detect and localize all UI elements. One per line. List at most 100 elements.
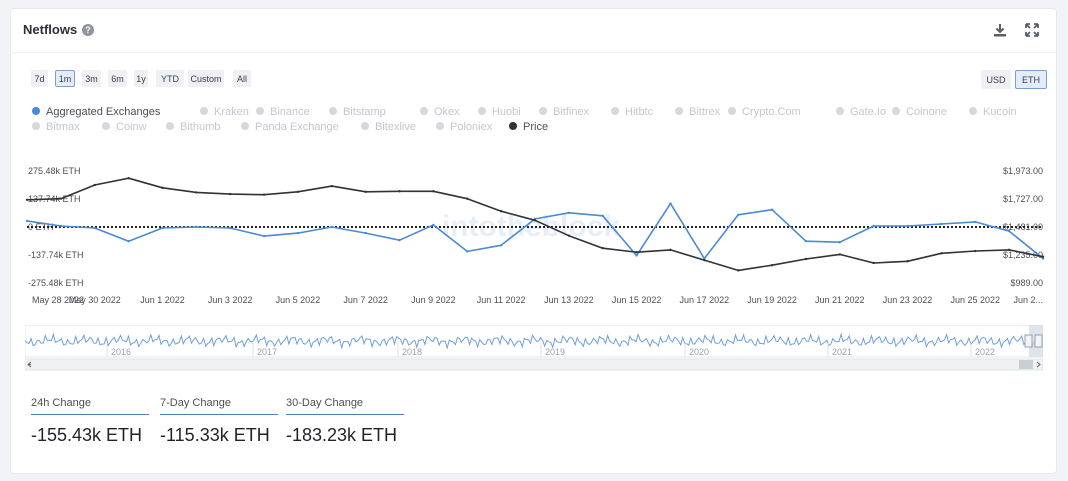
data-point-aggregated-exchanges[interactable] xyxy=(669,202,672,205)
help-icon[interactable]: ? xyxy=(82,24,94,36)
data-point-aggregated-exchanges[interactable] xyxy=(635,254,638,257)
legend-item-panda-exchange[interactable]: Panda Exchange xyxy=(241,121,339,133)
legend-item-coinone[interactable]: Coinone xyxy=(892,106,947,118)
data-point-aggregated-exchanges[interactable] xyxy=(195,225,198,229)
currency-usd-button[interactable]: USD xyxy=(981,70,1011,89)
data-point-aggregated-exchanges[interactable] xyxy=(364,231,367,235)
data-point-price[interactable] xyxy=(703,258,706,262)
data-point-aggregated-exchanges[interactable] xyxy=(872,224,875,228)
legend-item-bitfinex[interactable]: Bitfinex xyxy=(539,106,589,118)
data-point-aggregated-exchanges[interactable] xyxy=(601,214,604,218)
timeframe-all-button[interactable]: All xyxy=(233,70,251,87)
legend-item-bitexlive[interactable]: Bitexlive xyxy=(361,121,416,133)
timeframe-7d-button[interactable]: 7d xyxy=(31,70,48,87)
data-point-price[interactable] xyxy=(770,264,774,267)
data-point-price[interactable] xyxy=(533,219,537,222)
data-point-price[interactable] xyxy=(804,257,808,261)
data-point-aggregated-exchanges[interactable] xyxy=(229,226,232,230)
legend-item-poloniex[interactable]: Poloniex xyxy=(436,121,492,133)
data-point-price[interactable] xyxy=(364,190,367,194)
data-point-aggregated-exchanges[interactable] xyxy=(499,244,503,247)
legend-item-price[interactable]: Price xyxy=(509,121,548,133)
data-point-aggregated-exchanges[interactable] xyxy=(906,224,909,228)
data-point-aggregated-exchanges[interactable] xyxy=(330,225,333,229)
data-point-price[interactable] xyxy=(906,260,909,263)
data-point-price[interactable] xyxy=(872,261,875,265)
timeframe-6m-button[interactable]: 6m xyxy=(108,70,127,87)
data-point-price[interactable] xyxy=(499,209,503,213)
data-point-aggregated-exchanges[interactable] xyxy=(59,224,63,228)
data-point-aggregated-exchanges[interactable] xyxy=(127,240,130,243)
navigator-scrollbar[interactable] xyxy=(25,358,1043,371)
legend-item-kucoin[interactable]: Kucoin xyxy=(969,106,1017,118)
data-point-price[interactable] xyxy=(635,250,638,254)
legend-item-hitbtc[interactable]: Hitbtc xyxy=(611,106,653,118)
data-point-price[interactable] xyxy=(432,190,435,193)
data-point-aggregated-exchanges[interactable] xyxy=(940,222,943,226)
legend-item-bithumb[interactable]: Bithumb xyxy=(166,121,220,133)
navigator-handle-left[interactable] xyxy=(1024,334,1033,348)
legend-item-huobi[interactable]: Huobi xyxy=(478,106,521,118)
legend-item-bitmax[interactable]: Bitmax xyxy=(32,121,80,133)
navigator-chart[interactable]: 2016 2017 2018 2019 2020 2021 2022 xyxy=(25,325,1043,371)
data-point-price[interactable] xyxy=(838,253,841,256)
data-point-aggregated-exchanges[interactable] xyxy=(974,220,977,224)
timeframe-custom-button[interactable]: Custom xyxy=(188,70,224,87)
data-point-aggregated-exchanges[interactable] xyxy=(737,213,740,217)
data-point-price[interactable] xyxy=(940,252,943,255)
legend-item-coinw[interactable]: Coinw xyxy=(102,121,147,133)
data-point-aggregated-exchanges[interactable] xyxy=(25,219,29,223)
data-point-price[interactable] xyxy=(669,248,672,252)
data-point-price[interactable] xyxy=(1041,255,1045,258)
fullscreen-icon[interactable] xyxy=(1024,22,1040,38)
timeframe-1y-button[interactable]: 1y xyxy=(134,70,148,87)
data-point-price[interactable] xyxy=(1007,248,1011,252)
legend-item-bittrex[interactable]: Bittrex xyxy=(675,106,720,118)
scrollbar-thumb[interactable] xyxy=(1019,360,1033,369)
data-point-aggregated-exchanges[interactable] xyxy=(93,226,96,230)
data-point-price[interactable] xyxy=(567,234,571,237)
data-point-price[interactable] xyxy=(93,183,96,187)
data-point-aggregated-exchanges[interactable] xyxy=(466,250,469,253)
scroll-left-arrow-icon[interactable] xyxy=(27,361,32,368)
data-point-price[interactable] xyxy=(737,269,740,272)
timeframe-3m-button[interactable]: 3m xyxy=(82,70,101,87)
data-point-price[interactable] xyxy=(601,246,604,250)
timeframe-ytd-button[interactable]: YTD xyxy=(156,70,184,87)
data-point-price[interactable] xyxy=(161,186,164,190)
data-point-aggregated-exchanges[interactable] xyxy=(432,223,435,227)
scroll-right-arrow-icon[interactable] xyxy=(1036,361,1041,368)
data-point-price[interactable] xyxy=(466,197,469,200)
data-point-aggregated-exchanges[interactable] xyxy=(770,208,774,211)
data-point-price[interactable] xyxy=(229,192,232,196)
data-point-aggregated-exchanges[interactable] xyxy=(262,234,266,238)
legend-item-gate-io[interactable]: Gate.Io xyxy=(836,106,886,118)
data-point-price[interactable] xyxy=(974,249,977,253)
data-point-aggregated-exchanges[interactable] xyxy=(398,239,401,242)
data-point-aggregated-exchanges[interactable] xyxy=(161,226,164,230)
data-point-aggregated-exchanges[interactable] xyxy=(1041,257,1045,260)
data-point-price[interactable] xyxy=(25,198,29,201)
data-point-aggregated-exchanges[interactable] xyxy=(296,231,300,235)
data-point-price[interactable] xyxy=(398,190,401,193)
data-point-price[interactable] xyxy=(127,176,130,180)
legend-item-crypto-com[interactable]: Crypto.Com xyxy=(728,106,801,118)
navigator-handle-right[interactable] xyxy=(1034,334,1043,348)
legend-item-aggregated-exchanges[interactable]: Aggregated Exchanges xyxy=(32,106,160,118)
data-point-price[interactable] xyxy=(262,193,266,196)
data-point-aggregated-exchanges[interactable] xyxy=(804,240,808,243)
data-point-price[interactable] xyxy=(195,191,198,194)
currency-eth-button[interactable]: ETH xyxy=(1015,70,1047,89)
legend-item-binance[interactable]: Binance xyxy=(256,106,310,118)
download-icon[interactable] xyxy=(992,22,1008,38)
legend-item-kraken[interactable]: Kraken xyxy=(200,106,249,118)
legend-item-bitstamp[interactable]: Bitstamp xyxy=(329,106,386,118)
timeframe-1m-button[interactable]: 1m xyxy=(55,70,75,87)
data-point-price[interactable] xyxy=(330,184,333,188)
data-point-aggregated-exchanges[interactable] xyxy=(1007,229,1011,233)
legend-item-okex[interactable]: Okex xyxy=(420,106,460,118)
data-point-price[interactable] xyxy=(59,197,63,200)
data-point-aggregated-exchanges[interactable] xyxy=(838,241,841,244)
data-point-aggregated-exchanges[interactable] xyxy=(567,211,571,214)
data-point-price[interactable] xyxy=(296,190,300,194)
